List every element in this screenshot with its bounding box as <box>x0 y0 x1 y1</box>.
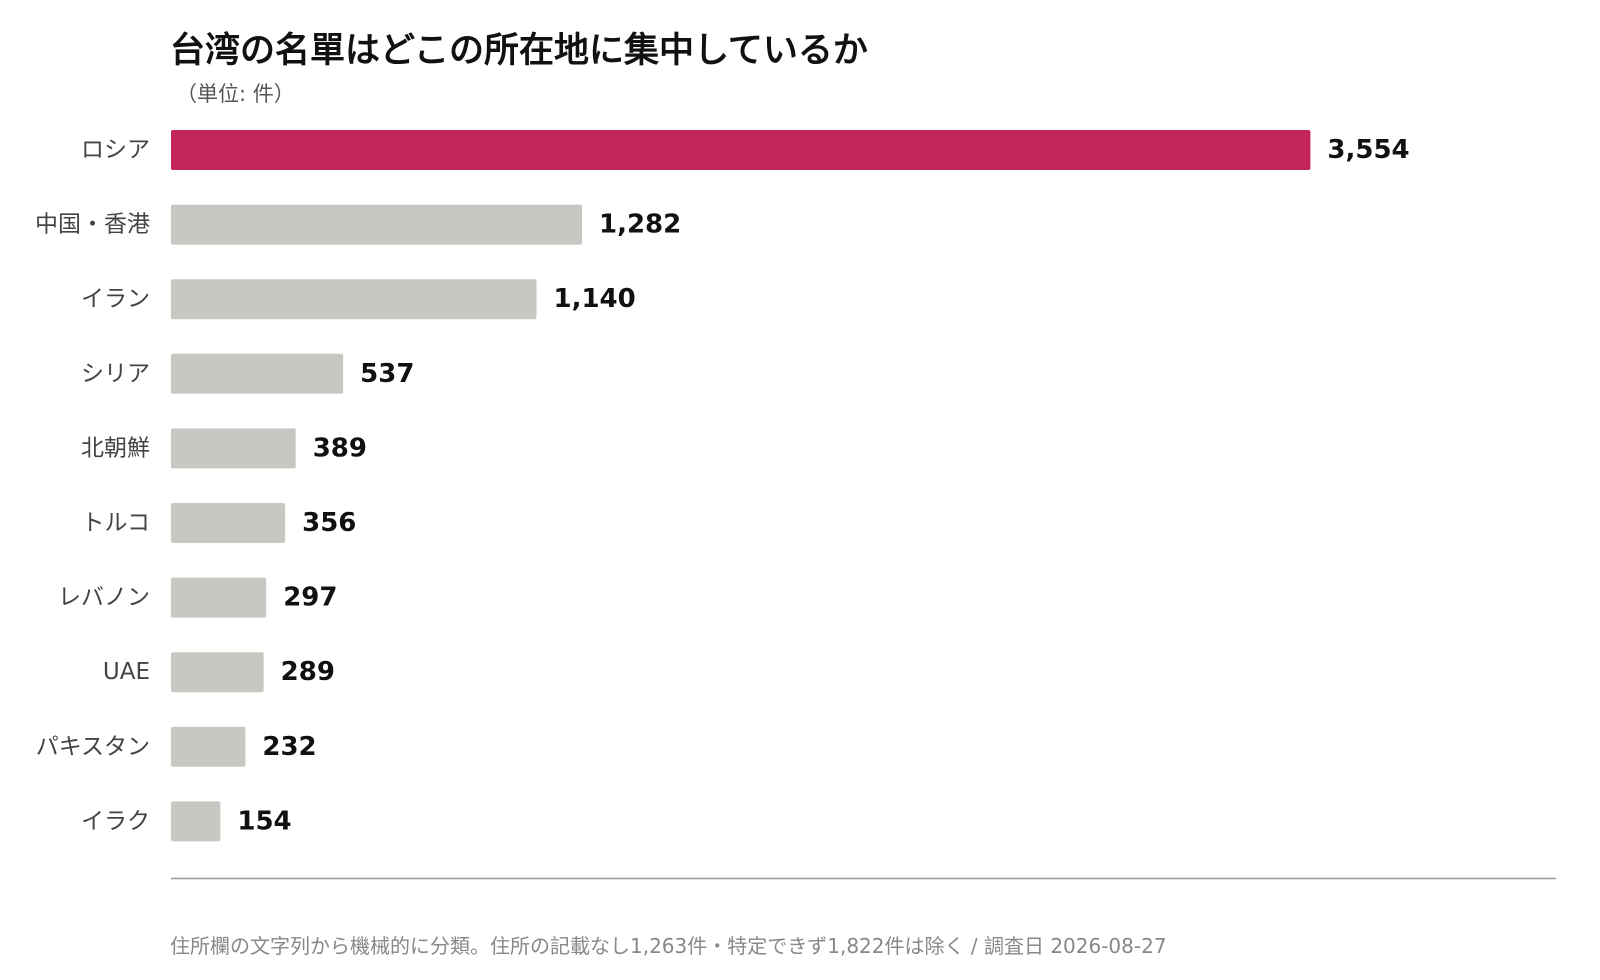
bar-row: シリア 537 <box>81 353 414 394</box>
category-label: トルコ <box>81 510 150 536</box>
category-label: イラン <box>81 286 150 312</box>
bar <box>171 428 296 469</box>
bar-row: イラン 1,140 <box>81 279 636 320</box>
category-label: 中国・香港 <box>35 212 150 238</box>
bar <box>171 801 221 842</box>
bar-row: パキスタン 232 <box>36 726 317 767</box>
bar <box>171 204 583 245</box>
bar <box>171 652 264 693</box>
category-label: UAE <box>103 659 150 685</box>
bar-row: UAE 289 <box>103 652 335 693</box>
bar <box>171 726 246 767</box>
value-label: 356 <box>302 508 356 538</box>
value-label: 297 <box>283 583 337 613</box>
bar <box>171 279 537 320</box>
bar-highlighted <box>171 130 1311 170</box>
value-label: 154 <box>237 806 291 836</box>
bar <box>171 353 344 394</box>
value-label: 289 <box>281 657 335 687</box>
bars-group: ロシア 3,554 中国・香港 1,282 イラン 1,140 シリア 537 北朝鮮 389 トル… <box>35 130 1410 842</box>
bar-row: 北朝鮮 389 <box>81 428 367 469</box>
value-label: 537 <box>360 359 414 389</box>
footnote: 住所欄の文字列から機械的に分類。住所の記載なし1,263件・特定できず1,822… <box>170 934 1167 958</box>
category-label: ロシア <box>81 137 150 163</box>
bar <box>171 503 286 543</box>
value-label: 3,554 <box>1327 135 1409 165</box>
category-label: 北朝鮮 <box>81 435 150 461</box>
bar-row: イラク 154 <box>81 801 292 842</box>
bar-row: 中国・香港 1,282 <box>35 204 681 245</box>
category-label: パキスタン <box>36 734 150 760</box>
value-label: 389 <box>313 433 367 463</box>
value-label: 1,282 <box>599 210 681 240</box>
category-label: イラク <box>81 808 150 834</box>
bar-row: トルコ 356 <box>81 503 356 543</box>
chart-subtitle: （単位: 件） <box>176 82 295 106</box>
bar-row: ロシア 3,554 <box>81 130 1410 170</box>
value-label: 232 <box>262 732 316 762</box>
bar-row: レバノン 297 <box>58 577 338 618</box>
category-label: レバノン <box>58 585 150 611</box>
chart-title: 台湾の名單はどこの所在地に集中しているか <box>170 31 868 71</box>
bar <box>171 577 267 618</box>
category-label: シリア <box>81 361 150 387</box>
value-label: 1,140 <box>553 284 635 314</box>
